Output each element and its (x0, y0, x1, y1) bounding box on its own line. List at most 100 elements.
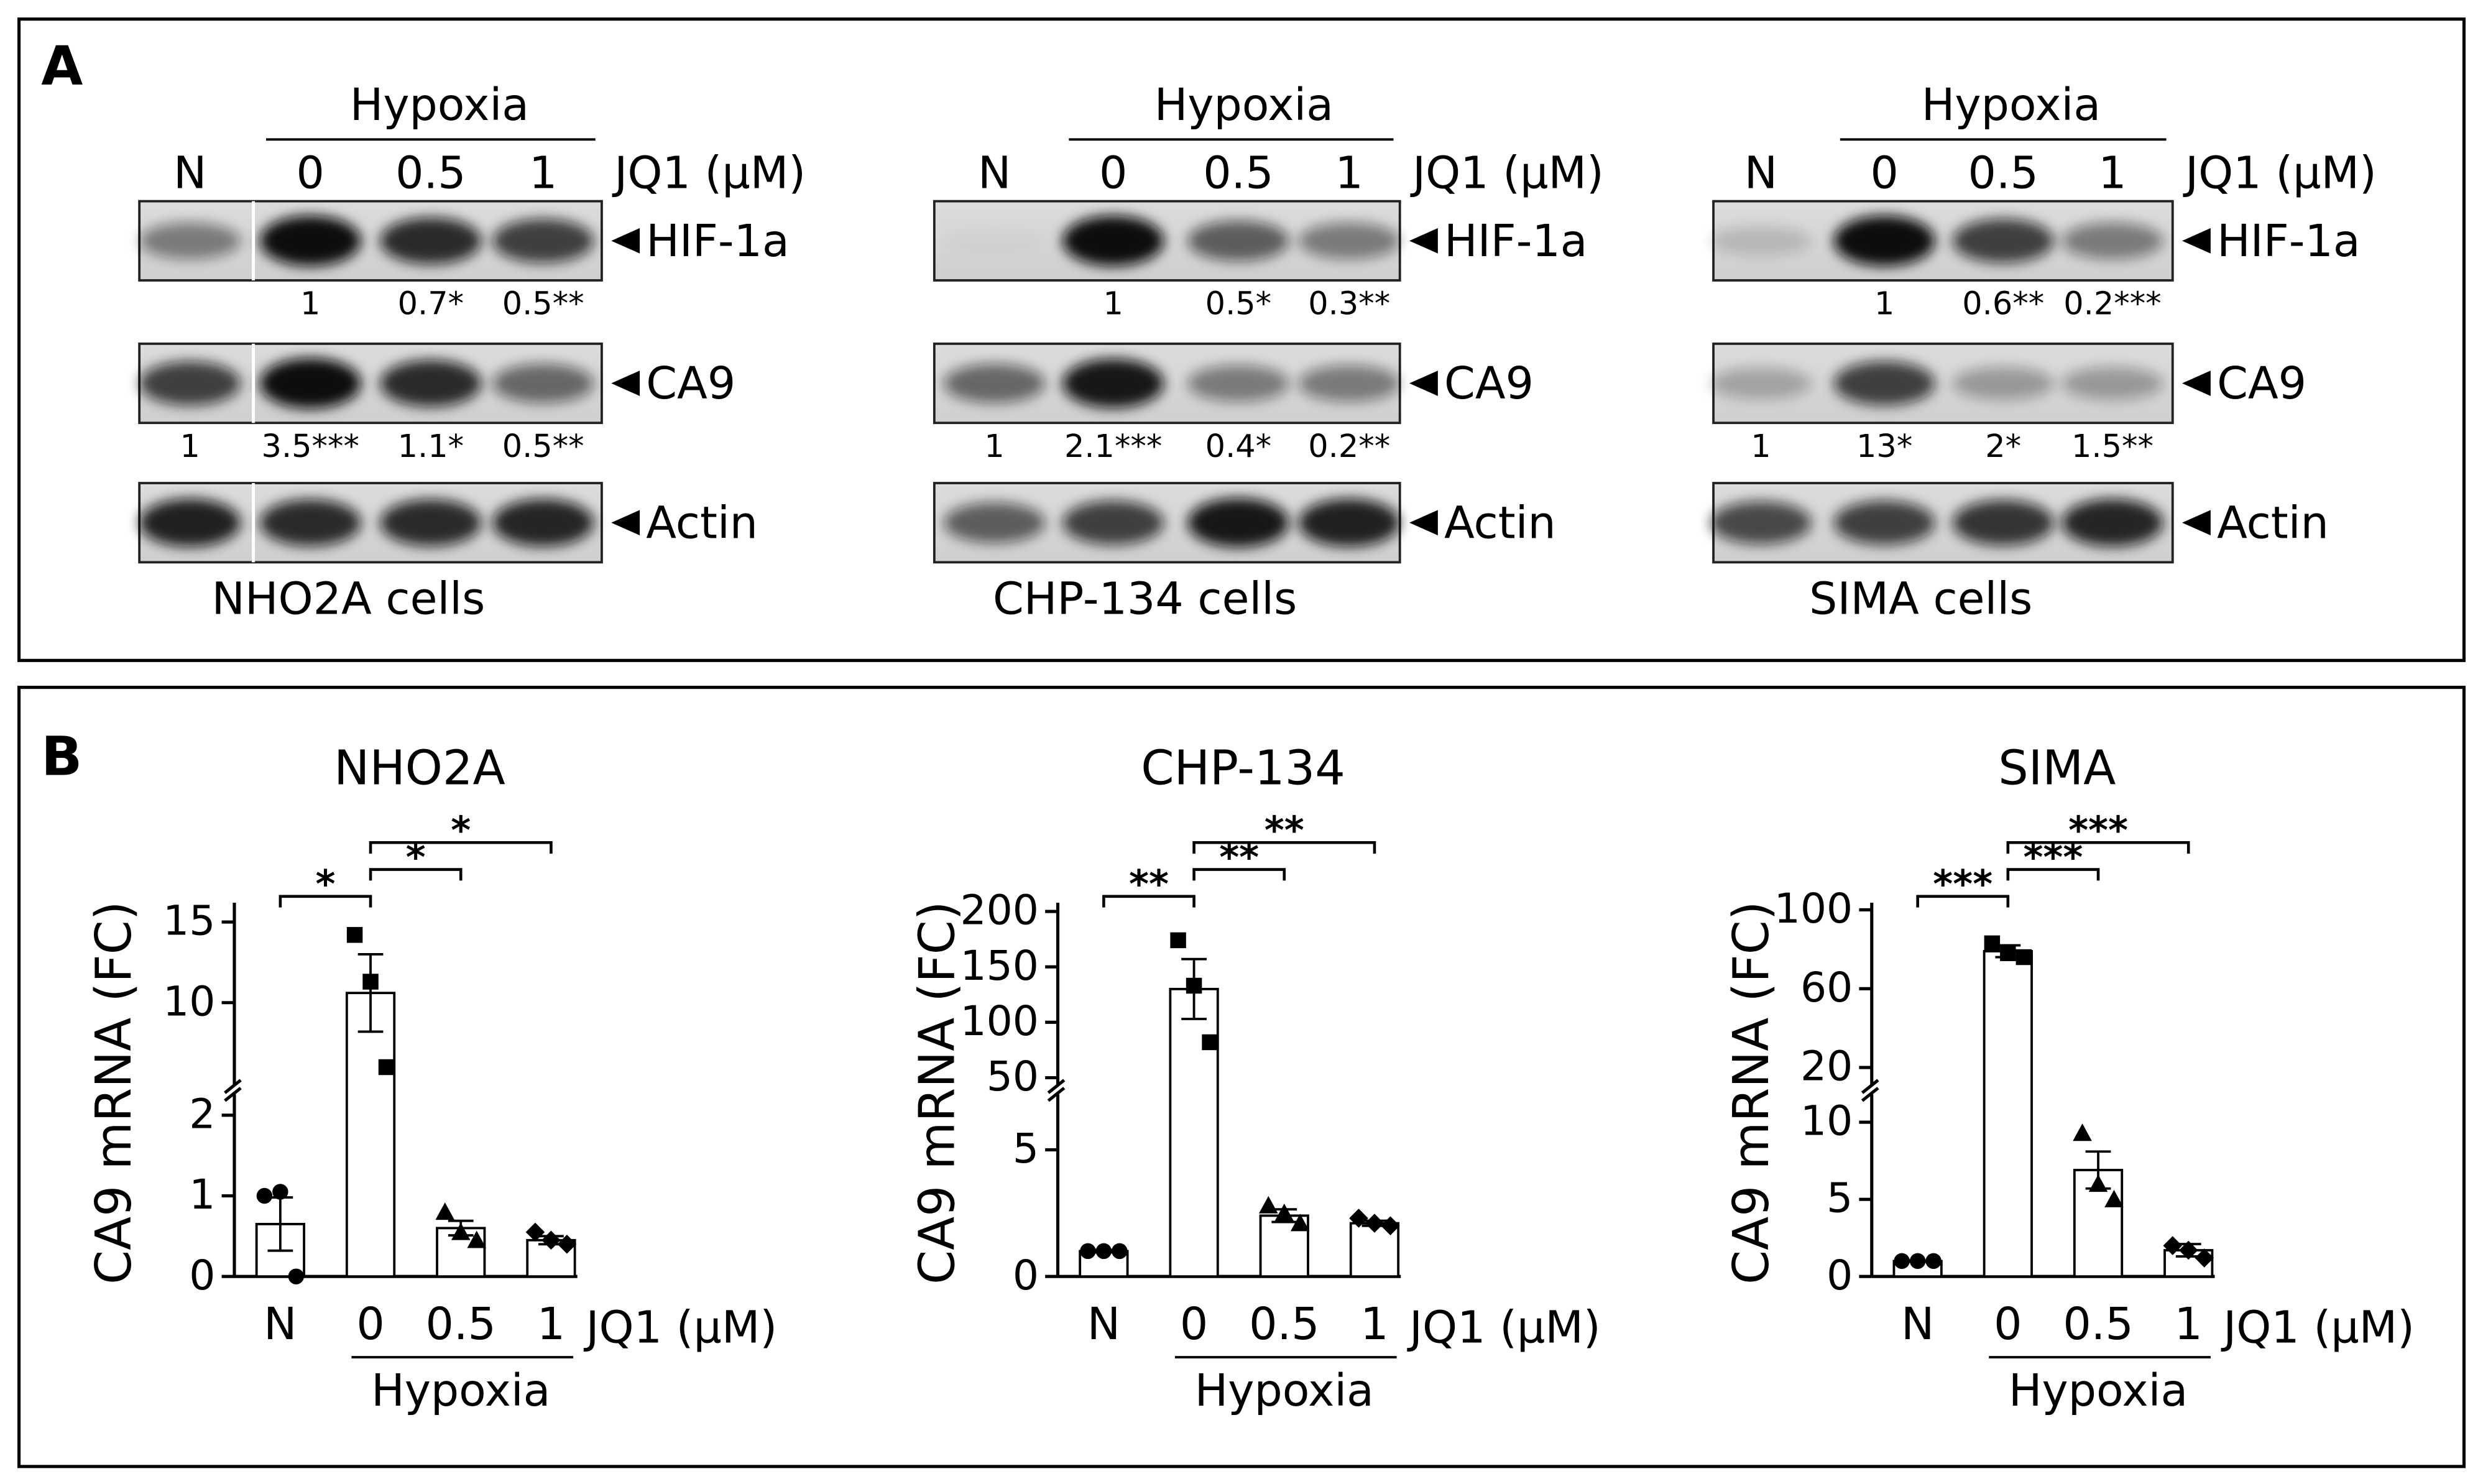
significance-bracket (279, 895, 372, 908)
chart-title: SIMA (1998, 741, 2116, 796)
y-tick-label: 5 (1827, 1174, 1853, 1222)
lane-label: 1 (529, 147, 557, 198)
protein-label: Actin (646, 497, 758, 548)
axis-break (224, 1079, 242, 1094)
blot-band (1833, 361, 1935, 406)
blot-band (1710, 367, 1812, 400)
blot-band (1952, 218, 2054, 263)
y-tick-label: 0 (189, 1251, 215, 1299)
data-point (2163, 1236, 2183, 1255)
significance-label: ** (1265, 809, 1304, 853)
x-tick-label: 1 (537, 1298, 565, 1350)
error-bar (357, 953, 384, 1033)
y-tick-label: 100 (960, 997, 1039, 1045)
significance-bracket (1916, 895, 2010, 908)
protein-label: HIF-1a (1444, 215, 1587, 267)
blot-band (1187, 365, 1289, 402)
quantification: 1 (300, 286, 320, 323)
y-tick-label: 20 (1800, 1043, 1853, 1090)
quantification: 0.6** (1962, 286, 2044, 323)
lane-label: 1 (1335, 147, 1363, 198)
y-tick-label: 60 (1800, 964, 1853, 1012)
data-point (1365, 1214, 1384, 1233)
blot-band (492, 218, 594, 263)
data-point (2104, 1189, 2124, 1207)
quantification: 0.7* (398, 286, 464, 323)
treatment-label: JQ1 (μM) (612, 147, 806, 198)
data-point (2015, 949, 2032, 966)
x-tick-label: 0.5 (2063, 1298, 2133, 1350)
significance-label: *** (1933, 862, 1992, 906)
lane-label: 0 (1099, 147, 1127, 198)
data-point (1202, 1034, 1218, 1051)
quantification: 13* (1856, 428, 1912, 465)
significance-label: * (451, 809, 471, 853)
significance-bracket (1192, 841, 1376, 854)
axis-break (224, 1087, 242, 1102)
data-point (1170, 932, 1186, 949)
arrowhead (611, 228, 640, 254)
hypoxia-label: Hypoxia (350, 79, 529, 131)
axis-break (1861, 1079, 1879, 1094)
data-point (1984, 935, 2001, 952)
data-point (1894, 1253, 1910, 1270)
blot-band (1062, 215, 1164, 267)
blot-band (139, 361, 241, 406)
data-point (1381, 1216, 1400, 1235)
lane-label: 0 (1870, 147, 1898, 198)
x-tick-label: 0.5 (1249, 1298, 1319, 1350)
quantification: 1 (180, 428, 200, 465)
data-point (378, 1059, 395, 1076)
y-tick-label: 150 (960, 942, 1039, 990)
x-tick-label: N (1087, 1298, 1120, 1350)
x-tick-label: 0 (1180, 1298, 1208, 1350)
panel-b-frame (17, 686, 2466, 1468)
blot-band (1298, 365, 1400, 402)
significance-bracket (369, 841, 553, 854)
quantification: 1 (1874, 286, 1894, 323)
quantification: 1 (1103, 286, 1123, 323)
blot-band (1187, 497, 1289, 548)
data-point (541, 1230, 561, 1250)
quantification: 0.5** (502, 286, 584, 323)
arrowhead (1409, 510, 1438, 536)
significance-bracket (369, 868, 463, 881)
data-point (2088, 1174, 2108, 1192)
bar (1983, 950, 2033, 1278)
blot-band (492, 499, 594, 547)
y-tick-label: 2 (189, 1090, 215, 1138)
blot-band (944, 502, 1046, 543)
lane-label: N (1744, 147, 1777, 198)
quantification: 0.2*** (2063, 286, 2161, 323)
quantification: 2* (1985, 428, 2021, 465)
significance-label: ** (1129, 862, 1169, 906)
y-tick-label: 10 (163, 977, 215, 1025)
arrowhead (2182, 371, 2211, 396)
data-point (1925, 1253, 1942, 1270)
x-tick-label: 1 (1360, 1298, 1388, 1350)
cell-label: NHO2A cells (211, 573, 485, 625)
data-point (1259, 1196, 1278, 1214)
blot-band (1952, 500, 2054, 546)
arrowhead (2182, 228, 2211, 254)
y-tick-label: 10 (1800, 1097, 1853, 1145)
data-point (2073, 1123, 2092, 1141)
y-axis-label: CA9 mRNA (FC) (85, 901, 142, 1284)
blot-band (1298, 222, 1400, 259)
blot-band (2061, 367, 2163, 400)
protein-label: CA9 (646, 357, 735, 409)
data-point (1274, 1204, 1294, 1222)
blot-band (1710, 501, 1812, 545)
data-point (362, 974, 379, 990)
lane-label: 0 (297, 147, 325, 198)
x-tick-label: 1 (2175, 1298, 2203, 1350)
data-point (272, 1184, 288, 1200)
x-axis-label: JQ1 (μM) (2221, 1301, 2415, 1353)
treatment-label: JQ1 (μM) (2183, 147, 2377, 198)
quantification: 2.1*** (1064, 428, 1162, 465)
lane-label: N (978, 147, 1011, 198)
data-point (1349, 1209, 1368, 1228)
protein-label: Actin (2217, 497, 2329, 548)
